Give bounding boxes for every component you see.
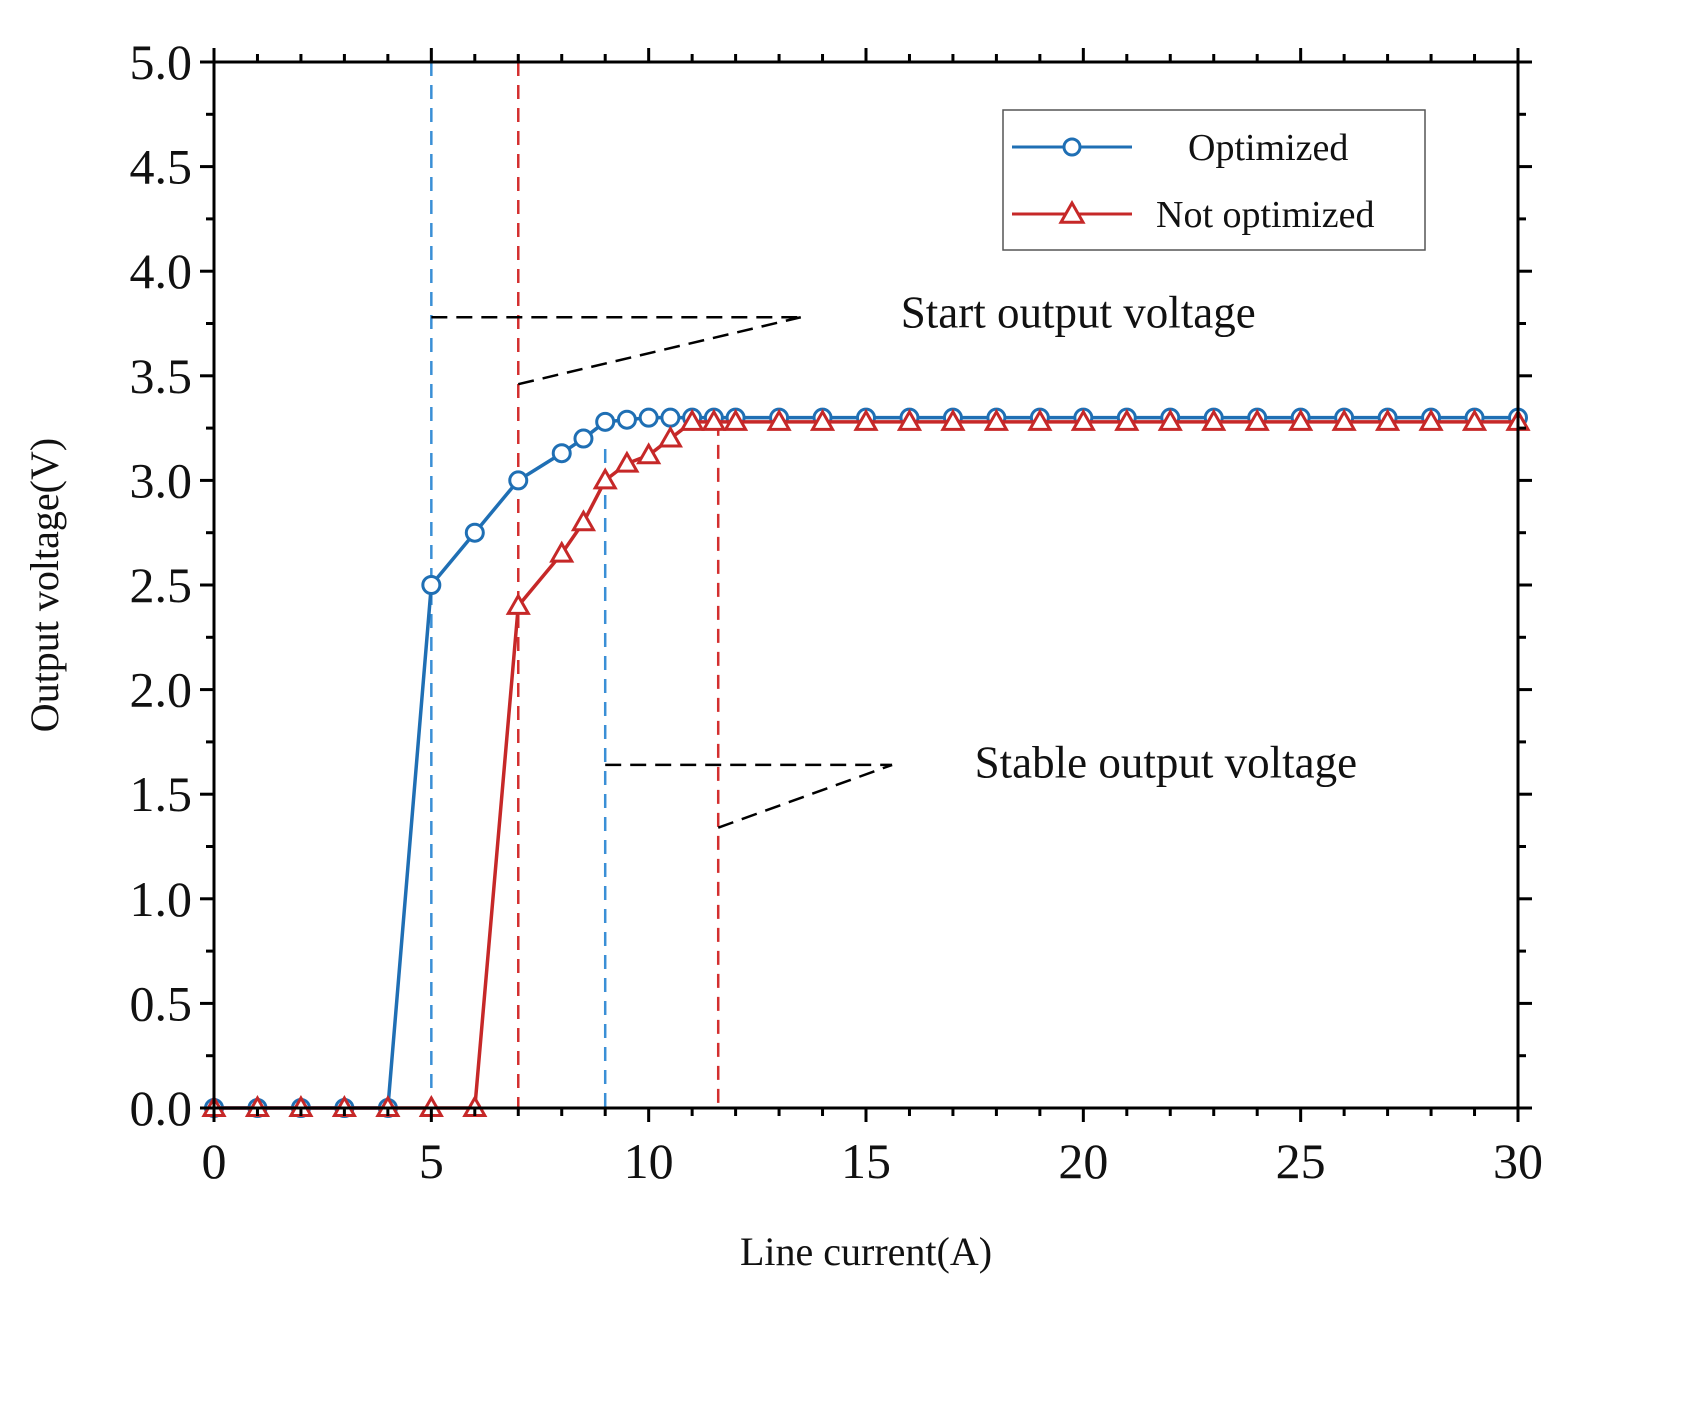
y-tick-label: 3.5 [130,348,193,404]
point-not-optimized-26 [1157,408,1183,431]
y-tick-label: 2.5 [130,557,193,613]
point-not-optimized-24 [1070,408,1096,431]
axis-ticks [200,48,1532,1122]
point-not-optimized-31 [1375,408,1401,431]
point-optimized-13 [660,407,681,428]
legend-label-not-optimized: Not optimized [1156,194,1374,236]
x-tick-labels: 0 5 10 15 20 25 30 [202,1133,1544,1189]
point-optimized-5 [421,575,442,595]
annotation-leader-1-1 [717,763,893,829]
point-not-optimized-18 [809,408,836,431]
y-tick-label: 0.5 [130,975,193,1031]
legend-box [1002,109,1426,251]
x-axis-title: Line current(A) [740,1229,992,1274]
x-tick-label: 10 [624,1133,674,1189]
x-tick-label: 30 [1493,1133,1543,1189]
legend-marker-not-optimized [1058,199,1086,224]
point-not-optimized-12 [636,442,662,465]
y-axis-title: Output voltage(V) [22,438,67,732]
annotation-leaders [431,315,893,829]
point-not-optimized-25 [1114,408,1140,431]
y-tick-label: 1.0 [130,871,193,927]
point-not-optimized-13 [657,425,683,448]
point-optimized-7 [508,470,529,491]
point-optimized-12 [638,407,659,428]
point-not-optimized-11 [614,450,640,473]
y-tick-label: 2.0 [130,662,193,718]
point-not-optimized-28 [1244,408,1270,431]
point-not-optimized-10 [592,467,618,490]
point-not-optimized-9 [570,509,597,532]
point-not-optimized-27 [1201,408,1227,431]
point-optimized-11 [616,409,637,430]
x-tick-label: 15 [841,1133,891,1189]
legend: Optimized Not optimized [1002,109,1426,251]
y-tick-label: 3.0 [130,452,193,508]
point-not-optimized-8 [549,540,575,563]
point-not-optimized-33 [1461,408,1488,431]
annotation-leader-0-1 [517,316,802,386]
y-tick-label: 4.0 [130,243,193,299]
x-tick-label: 25 [1276,1133,1326,1189]
legend-marker-optimized [1062,137,1082,157]
point-not-optimized-16 [723,408,749,431]
reference-lines [430,62,720,1108]
legend-label-optimized: Optimized [1188,127,1348,169]
y-tick-label: 5.0 [130,34,193,90]
y-tick-label: 0.0 [130,1080,193,1136]
annotation-texts: Start output voltage Stable output voltag… [901,288,1357,788]
point-not-optimized-14 [679,408,705,431]
point-optimized-10 [595,411,616,432]
point-not-optimized-15 [701,408,727,431]
point-optimized-9 [573,428,594,449]
point-optimized-8 [551,443,572,464]
point-not-optimized-7 [505,592,531,615]
point-not-optimized-20 [896,408,923,431]
point-not-optimized-17 [766,408,792,431]
point-not-optimized-29 [1288,408,1314,431]
point-not-optimized-32 [1418,408,1444,431]
y-tick-label: 1.5 [130,766,193,822]
point-not-optimized-22 [983,408,1009,431]
x-tick-label: 20 [1058,1133,1108,1189]
y-tick-labels: 0.0 0.5 1.0 1.5 2.0 2.5 3.0 3.5 4.0 4.5 5.0 [130,34,193,1136]
point-not-optimized-23 [1027,408,1053,431]
y-tick-label: 4.5 [130,139,193,195]
annotation-text: Stable output voltage [975,737,1357,787]
point-not-optimized-21 [940,408,966,431]
point-not-optimized-19 [853,408,879,431]
annotation-text: Start output voltage [901,288,1256,338]
point-optimized-6 [464,522,485,543]
x-tick-label: 5 [419,1133,444,1189]
x-tick-label: 0 [202,1133,227,1189]
point-not-optimized-30 [1331,408,1357,431]
